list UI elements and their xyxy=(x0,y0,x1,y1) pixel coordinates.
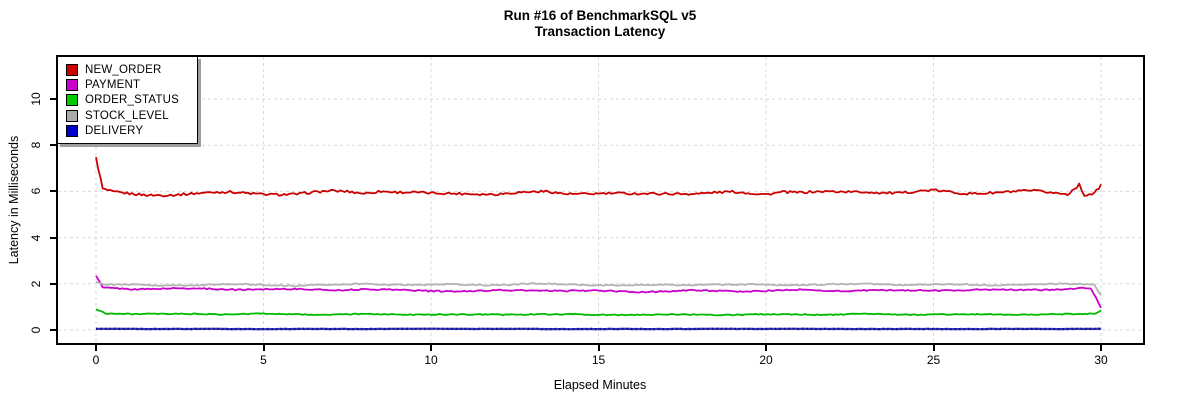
legend-box: NEW_ORDER PAYMENT ORDER_STATUS STOCK_LEV… xyxy=(57,56,198,144)
y-axis-tick-label: 6 xyxy=(29,188,43,195)
legend-swatch-stock-level xyxy=(66,109,78,122)
y-axis-tick xyxy=(50,282,56,285)
chart-subtitle: Transaction Latency xyxy=(534,24,666,39)
legend-item-delivery: DELIVERY xyxy=(66,124,197,139)
legend-label-payment: PAYMENT xyxy=(85,79,141,92)
x-axis-tick xyxy=(95,345,97,351)
legend-swatch-new-order xyxy=(66,63,78,76)
legend-item-stock-level: STOCK_LEVEL xyxy=(66,108,197,123)
x-axis-tick-label: 20 xyxy=(759,353,773,367)
x-axis-tick-label: 25 xyxy=(926,353,941,367)
y-axis-tick-label: 8 xyxy=(29,141,43,149)
series-line-stock-level xyxy=(95,281,1102,296)
x-axis-tick xyxy=(262,345,265,351)
series-line-order-status xyxy=(95,308,1102,317)
x-axis-tick xyxy=(765,345,767,351)
legend-swatch-order-status xyxy=(66,94,78,107)
y-axis-tick xyxy=(50,190,56,193)
x-axis-tick xyxy=(932,345,935,351)
y-axis-tick xyxy=(50,329,56,331)
x-axis-tick-label: 15 xyxy=(591,353,606,367)
legend-label-stock-level: STOCK_LEVEL xyxy=(85,109,169,122)
plot-area xyxy=(56,55,1145,345)
y-axis-tick-label: 10 xyxy=(29,92,43,106)
series-line-delivery xyxy=(95,327,1102,331)
y-axis-tick-label: 2 xyxy=(29,280,43,288)
x-axis-tick-label: 30 xyxy=(1094,353,1108,367)
series-line-new-order xyxy=(95,157,1102,198)
legend-label-new-order: NEW_ORDER xyxy=(85,63,162,76)
chart-title: Run #16 of BenchmarkSQL v5 xyxy=(503,8,697,23)
legend-label-order-status: ORDER_STATUS xyxy=(85,94,179,107)
series-line-payment xyxy=(95,275,1102,309)
y-axis-tick xyxy=(50,98,56,100)
legend-label-delivery: DELIVERY xyxy=(85,125,144,138)
legend-item-payment: PAYMENT xyxy=(66,77,197,92)
y-axis-tick-label: 4 xyxy=(29,234,43,241)
y-axis-tick-label: 0 xyxy=(29,326,43,334)
y-axis-tick xyxy=(50,144,56,147)
x-axis-tick xyxy=(1100,345,1102,351)
plot-svg xyxy=(58,57,1143,343)
x-axis-tick-label: 0 xyxy=(92,353,100,367)
legend-swatch-delivery xyxy=(66,125,78,138)
legend-item-new-order: NEW_ORDER xyxy=(66,62,197,77)
legend-swatch-payment xyxy=(66,79,78,92)
legend-item-order-status: ORDER_STATUS xyxy=(66,93,197,108)
x-axis-tick xyxy=(597,345,600,351)
y-axis-tick xyxy=(50,236,56,239)
x-axis-title: Elapsed Minutes xyxy=(553,378,647,392)
x-axis-tick-label: 5 xyxy=(260,353,267,367)
x-axis-tick-label: 10 xyxy=(424,353,438,367)
y-axis-title: Latency in Milliseconds xyxy=(7,135,21,265)
x-axis-tick xyxy=(430,345,432,351)
